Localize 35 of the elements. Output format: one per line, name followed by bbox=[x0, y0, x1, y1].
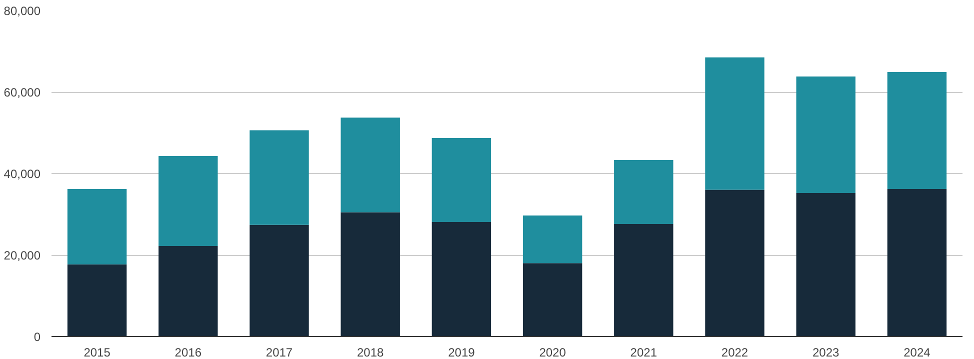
bar bbox=[250, 130, 309, 225]
bar bbox=[614, 224, 674, 336]
bar bbox=[250, 224, 309, 336]
x-tick-label: 2017 bbox=[266, 346, 293, 359]
y-tick-label: 0 bbox=[34, 330, 41, 344]
x-tick-label: 2016 bbox=[174, 346, 202, 359]
bar bbox=[432, 138, 492, 222]
bar bbox=[705, 190, 764, 336]
bar bbox=[340, 212, 400, 336]
bar bbox=[522, 263, 582, 336]
y-tick-label: 80,000 bbox=[4, 4, 41, 18]
bar bbox=[340, 118, 400, 212]
bar bbox=[887, 188, 947, 336]
y-tick-label: 20,000 bbox=[4, 248, 41, 262]
y-tick-label: 40,000 bbox=[4, 167, 41, 181]
x-tick-label: 2019 bbox=[448, 346, 476, 359]
bar bbox=[158, 246, 218, 336]
x-tick-label: 2022 bbox=[721, 346, 748, 359]
y-tick-label: 60,000 bbox=[4, 86, 41, 100]
bar bbox=[887, 72, 947, 189]
x-tick-label: 2020 bbox=[539, 346, 566, 359]
bar bbox=[796, 76, 856, 194]
bar bbox=[796, 193, 856, 336]
bar bbox=[705, 57, 764, 190]
bar bbox=[522, 215, 582, 264]
bar bbox=[614, 160, 674, 224]
x-tick-label: 2023 bbox=[812, 346, 840, 359]
bar bbox=[158, 156, 218, 246]
bar bbox=[432, 222, 492, 336]
x-tick-label: 2021 bbox=[630, 346, 658, 359]
x-tick-label: 2024 bbox=[904, 346, 931, 359]
x-tick-label: 2015 bbox=[84, 346, 111, 359]
x-tick-label: 2018 bbox=[357, 346, 384, 359]
bar bbox=[67, 264, 127, 336]
bar bbox=[67, 188, 127, 264]
